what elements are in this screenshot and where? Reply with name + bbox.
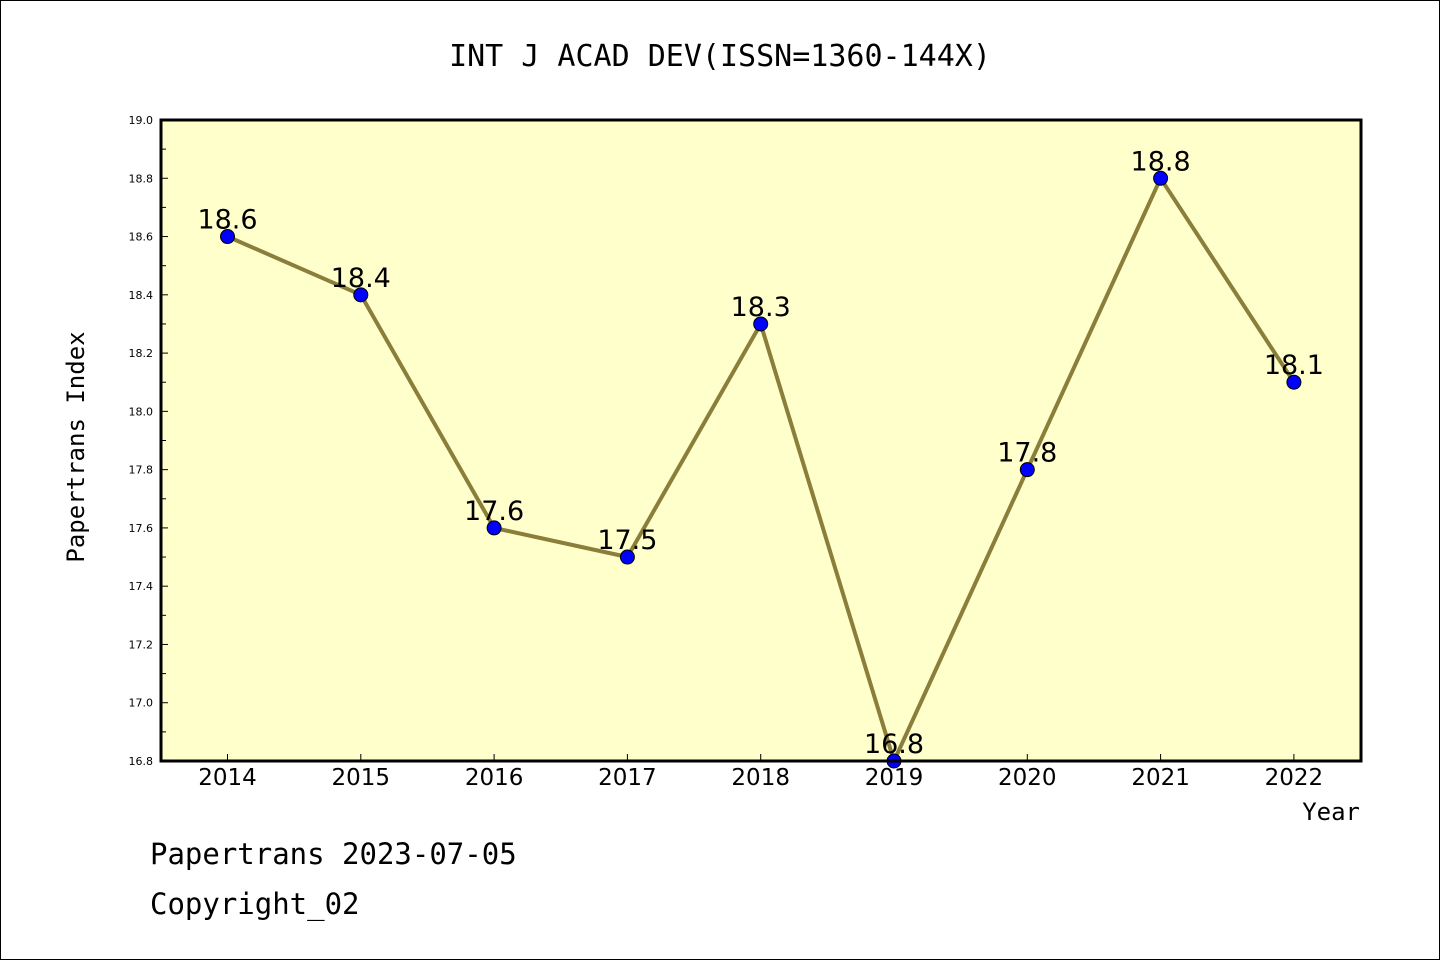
y-tick-label: 18.2	[129, 347, 154, 360]
x-tick-label: 2014	[198, 765, 257, 791]
y-tick-label: 17.8	[129, 464, 154, 477]
y-tick-label: 17.6	[129, 522, 154, 535]
data-label: 18.6	[197, 205, 257, 236]
x-axis: 2014 2015 2016 2017 2018 2019 2020 2021 2022	[198, 754, 1323, 791]
data-point-marker	[220, 229, 235, 245]
footer-date: Papertrans 2023-07-05	[150, 837, 517, 871]
data-label: 16.8	[864, 729, 924, 760]
y-axis-label: Papertrans Index	[62, 331, 90, 562]
footer-copyright: Copyright_02	[150, 887, 360, 922]
data-point-marker	[353, 287, 369, 303]
data-labels: 18.6 18.4 17.6 17.5 18.3 16.8 17.8 18.8 18.1	[197, 146, 1324, 760]
data-label: 17.8	[997, 438, 1057, 469]
y-tick-label: 18.6	[129, 231, 154, 244]
chart-title: INT J ACAD DEV(ISSN=1360-144X)	[449, 39, 991, 74]
y-tick-label: 18.0	[129, 405, 154, 418]
x-tick-label: 2019	[865, 765, 924, 791]
x-tick-label: 2018	[731, 765, 790, 791]
plot-area	[161, 120, 1361, 761]
x-tick-label: 2015	[332, 765, 391, 791]
x-tick-label: 2021	[1131, 765, 1190, 791]
y-tick-label: 18.4	[129, 289, 154, 302]
data-label: 18.3	[731, 292, 791, 323]
x-axis-label: Year	[1302, 798, 1360, 826]
x-tick-label: 2017	[598, 765, 657, 791]
data-point-marker	[1286, 374, 1302, 390]
data-point-marker	[753, 316, 769, 332]
y-tick-label: 17.0	[129, 697, 154, 710]
data-point-marker	[619, 549, 635, 565]
data-point-marker	[1153, 170, 1169, 186]
x-tick-label: 2016	[465, 765, 524, 791]
y-tick-label: 17.4	[129, 580, 154, 593]
data-label: 18.1	[1264, 350, 1324, 381]
data-label: 17.6	[464, 496, 524, 527]
y-tick-label: 18.8	[129, 172, 154, 185]
x-tick-label: 2022	[1265, 765, 1324, 791]
y-tick-label: 16.8	[129, 755, 154, 768]
x-tick-label: 2020	[998, 765, 1057, 791]
data-label: 18.4	[331, 263, 391, 294]
y-tick-label: 17.2	[129, 638, 154, 651]
data-label: 18.8	[1131, 146, 1191, 177]
plot-border	[159, 118, 1363, 763]
data-point-marker	[486, 520, 502, 536]
series-markers	[220, 170, 1302, 769]
data-point-marker	[1019, 462, 1035, 478]
y-tick-label: 19.0	[129, 114, 154, 127]
data-label: 17.5	[597, 525, 657, 556]
